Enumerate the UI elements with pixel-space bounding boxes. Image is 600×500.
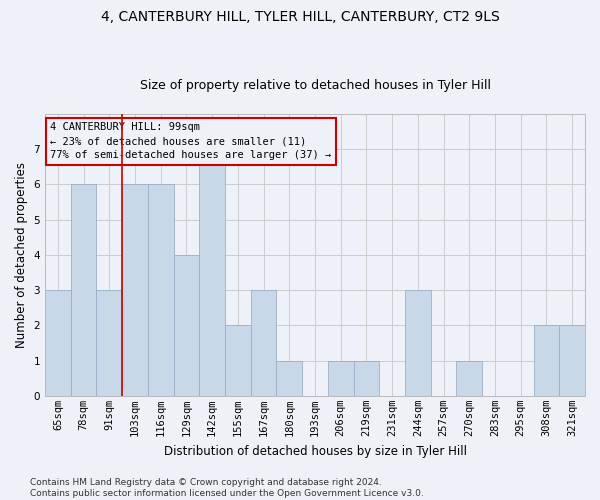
Bar (225, 326, 251, 396)
Bar (277, 360, 302, 396)
Text: Contains HM Land Registry data © Crown copyright and database right 2024.
Contai: Contains HM Land Registry data © Crown c… (30, 478, 424, 498)
Title: Size of property relative to detached houses in Tyler Hill: Size of property relative to detached ho… (140, 79, 491, 92)
Text: 4, CANTERBURY HILL, TYLER HILL, CANTERBURY, CT2 9LS: 4, CANTERBURY HILL, TYLER HILL, CANTERBU… (101, 10, 499, 24)
Y-axis label: Number of detached properties: Number of detached properties (15, 162, 28, 348)
Bar (45, 290, 71, 396)
Bar (173, 255, 199, 396)
Bar (97, 290, 122, 396)
X-axis label: Distribution of detached houses by size in Tyler Hill: Distribution of detached houses by size … (164, 444, 467, 458)
Bar (71, 184, 97, 396)
Bar (559, 326, 585, 396)
Bar (457, 360, 482, 396)
Bar (122, 184, 148, 396)
Bar (353, 360, 379, 396)
Bar (251, 290, 277, 396)
Bar (199, 149, 225, 396)
Text: 4 CANTERBURY HILL: 99sqm
← 23% of detached houses are smaller (11)
77% of semi-d: 4 CANTERBURY HILL: 99sqm ← 23% of detach… (50, 122, 332, 160)
Bar (148, 184, 173, 396)
Bar (328, 360, 353, 396)
Bar (533, 326, 559, 396)
Bar (405, 290, 431, 396)
